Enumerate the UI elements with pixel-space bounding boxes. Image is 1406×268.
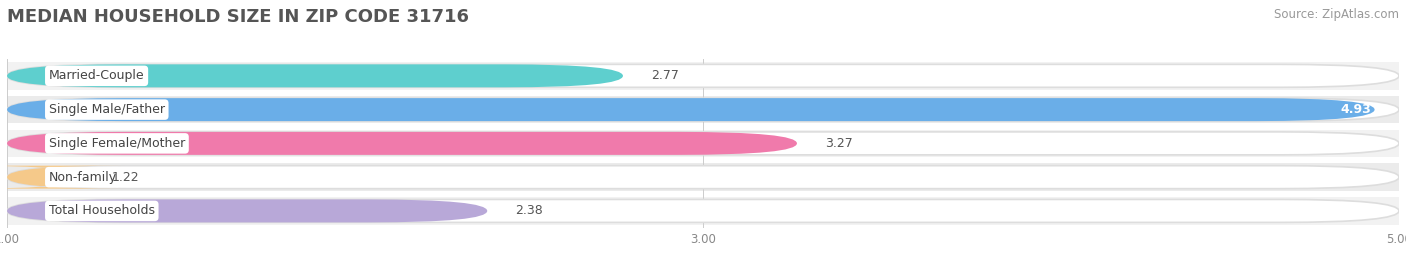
Text: 4.93: 4.93: [1340, 103, 1371, 116]
Text: Source: ZipAtlas.com: Source: ZipAtlas.com: [1274, 8, 1399, 21]
FancyBboxPatch shape: [7, 197, 1399, 225]
Text: 3.27: 3.27: [825, 137, 852, 150]
FancyBboxPatch shape: [7, 130, 1399, 157]
FancyBboxPatch shape: [7, 166, 1399, 189]
FancyBboxPatch shape: [7, 62, 1399, 90]
Text: Single Female/Mother: Single Female/Mother: [49, 137, 186, 150]
Text: 1.22: 1.22: [111, 171, 139, 184]
FancyBboxPatch shape: [7, 64, 623, 87]
Text: 2.38: 2.38: [515, 204, 543, 217]
Text: 2.77: 2.77: [651, 69, 679, 82]
FancyBboxPatch shape: [7, 163, 1399, 191]
FancyBboxPatch shape: [7, 96, 1399, 123]
FancyBboxPatch shape: [7, 98, 1375, 121]
FancyBboxPatch shape: [7, 132, 797, 155]
Text: MEDIAN HOUSEHOLD SIZE IN ZIP CODE 31716: MEDIAN HOUSEHOLD SIZE IN ZIP CODE 31716: [7, 8, 470, 26]
FancyBboxPatch shape: [7, 199, 488, 222]
FancyBboxPatch shape: [0, 166, 125, 189]
FancyBboxPatch shape: [7, 98, 1399, 121]
Text: Single Male/Father: Single Male/Father: [49, 103, 165, 116]
Text: Non-family: Non-family: [49, 171, 117, 184]
Text: Total Households: Total Households: [49, 204, 155, 217]
FancyBboxPatch shape: [7, 64, 1399, 87]
FancyBboxPatch shape: [7, 199, 1399, 222]
Text: Married-Couple: Married-Couple: [49, 69, 145, 82]
FancyBboxPatch shape: [7, 132, 1399, 155]
